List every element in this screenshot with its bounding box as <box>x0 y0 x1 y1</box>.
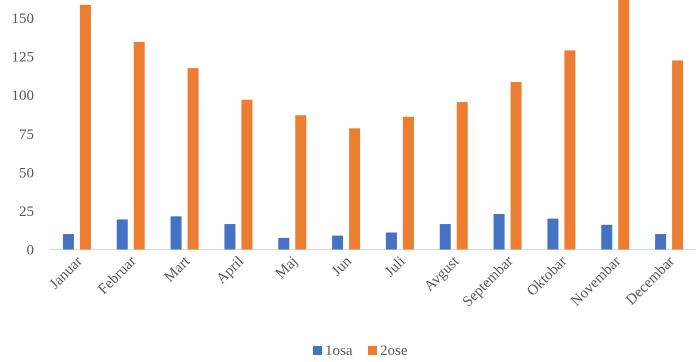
y-axis: 0 25 50 75 100 125 150 <box>12 11 35 259</box>
x-axis: Januar Februar Mart April Maj Jun Juli AvgustSe… <box>47 253 678 310</box>
y-tick-label: 0 <box>27 243 35 259</box>
bar-2ose-septembar <box>510 82 522 250</box>
y-tick-label: 75 <box>19 127 34 143</box>
bar-1osa-jun <box>332 235 344 250</box>
bar-2ose-mart <box>187 68 199 250</box>
bar-2ose-februar <box>133 41 145 250</box>
x-tick-label: Maj <box>273 254 301 282</box>
bar-2ose-maj <box>295 115 307 250</box>
x-tick-label: April <box>214 254 248 288</box>
bar-1osa-juli <box>385 232 397 250</box>
bar-1osa-decembar <box>655 234 667 250</box>
bar-1osa-maj <box>278 237 290 250</box>
bar-2ose-januar <box>79 4 91 250</box>
legend-swatch-2ose <box>368 346 377 355</box>
bar-1osa-avgust <box>439 224 451 250</box>
y-tick-label: 150 <box>12 11 35 27</box>
bar-1osa-februar <box>116 219 128 250</box>
bar-2ose-jun <box>349 128 361 250</box>
y-tick-label: 50 <box>19 165 34 181</box>
y-tick-label: 125 <box>12 50 35 66</box>
y-tick-label: 25 <box>19 204 34 220</box>
x-tick-label: Juli <box>382 254 409 281</box>
bar-1osa-oktobar <box>547 218 559 250</box>
x-tick-label: Februar <box>95 254 139 298</box>
legend: 1osa 2ose <box>313 343 408 359</box>
bar-2ose-avgust <box>456 102 468 250</box>
x-tick-label: Novembar <box>568 254 624 310</box>
y-tick-label: 100 <box>12 88 35 104</box>
legend-label: 2ose <box>380 343 408 359</box>
bar-1osa-septembar <box>493 214 505 250</box>
x-tick-label: Decembar <box>623 254 678 309</box>
x-tick-label: Avgust <box>421 253 463 295</box>
legend-swatch-1osa <box>313 346 322 355</box>
bar-2ose-juli <box>402 116 414 250</box>
bar-1osa-januar <box>62 234 74 250</box>
bar-1osa-mart <box>170 216 182 250</box>
bar-2ose-oktobar <box>564 50 576 250</box>
bar-2ose-decembar <box>672 60 684 250</box>
bar-1osa-novembar <box>601 224 613 250</box>
x-tick-label: Septembar <box>460 254 517 311</box>
bar-1osa-april <box>224 224 236 250</box>
bars <box>62 0 684 250</box>
bar-2ose-april <box>241 99 253 250</box>
legend-label: 1osa <box>325 343 353 359</box>
x-tick-label: Januar <box>47 254 86 293</box>
bar-2ose-novembar <box>618 0 630 250</box>
x-tick-label: Jun <box>329 253 355 279</box>
x-tick-label: Oktobar <box>524 254 570 300</box>
x-tick-label: Mart <box>161 253 194 286</box>
